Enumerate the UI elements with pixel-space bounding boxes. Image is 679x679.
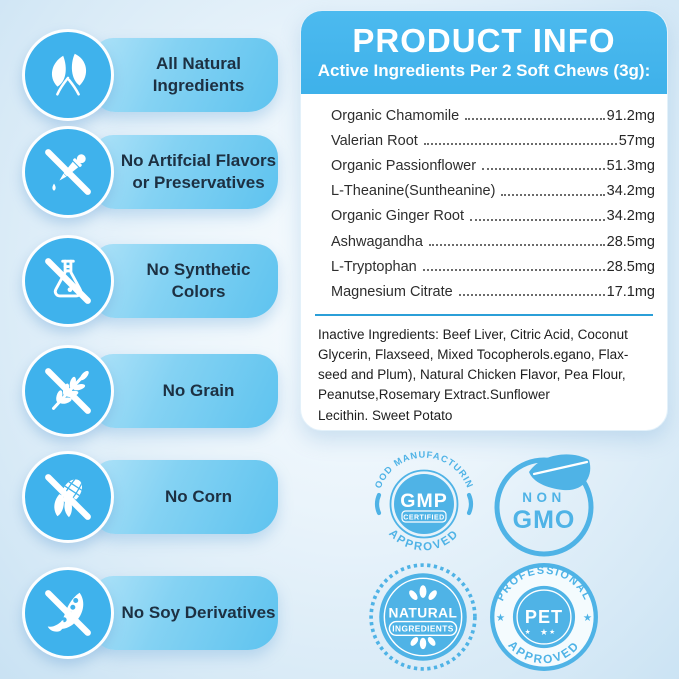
non-gmo-line1: NON [522,490,566,505]
star-icon: ★ [496,613,505,624]
ingredient-name: Ashwagandha [331,233,423,250]
feature-label-chip: No Artifcial Flavors or Preservatives [93,135,278,209]
prohibition-slash [45,368,91,414]
soy-icon [45,590,91,636]
ingredient-name: L-Tryptophan [331,258,417,275]
card-header: PRODUCT INFO Active Ingredients Per 2 So… [301,11,667,94]
leaf-cluster-top [409,585,437,600]
non-gmo-badge: NON GMO [494,454,594,557]
feature-label-chip: No Soy Derivatives [93,576,278,650]
star-icon: ★ [540,627,548,637]
gmp-center-text: GMP [400,490,447,512]
leaf-cluster-bottom [410,637,436,650]
product-info-card: PRODUCT INFO Active Ingredients Per 2 So… [300,10,668,431]
dotted-leader [469,218,605,221]
feature-circle [22,29,114,121]
feature-label: All Natural Ingredients [152,53,245,95]
wheat-icon [45,368,91,414]
ingredient-amount: 17.1mg [606,283,655,300]
prohibition-slash [45,149,91,195]
feature-circle [22,567,114,659]
ingredient-row: Magnesium Citrate 17.1mg [331,279,655,304]
pet-center-text: PET [525,607,563,627]
feature-no-corn: No Corn [0,449,300,545]
prohibition-slash [45,258,91,304]
ingredient-name: Valerian Root [331,132,418,149]
feature-circle [22,451,114,543]
ingredient-amount: 57mg [618,132,655,149]
ingredient-amount: 91.2mg [606,107,655,124]
feature-label: No Artifcial Flavors or Preservatives [120,150,277,192]
ingredient-row: Valerian Root 57mg [331,128,655,153]
feature-all-natural: All Natural Ingredients [0,27,300,123]
ingredient-row: Organic Ginger Root 34.2mg [331,204,655,229]
ingredient-row: L-Theanine(Suntheanine) 34.2mg [331,179,655,204]
star-row: ★ ★ [525,629,564,636]
prohibition-slash [45,590,91,636]
ingredient-amount: 28.5mg [606,233,655,250]
dotted-leader [458,293,605,297]
non-gmo-line2: GMO [513,506,576,534]
ingredient-name: L-Theanine(Suntheanine) [331,183,496,200]
ingredient-amount: 34.2mg [606,183,655,200]
inactive-ingredients-text: Inactive Ingredients: Beef Liver, Citric… [318,326,629,423]
feature-label-chip: All Natural Ingredients [93,38,278,112]
feature-label: No Synthetic Colors [146,259,251,301]
page-title: PRODUCT INFO [352,21,616,59]
dotted-leader [422,268,605,272]
feature-label-chip: No Corn [93,460,278,534]
feature-circle [22,126,114,218]
flask-icon [45,258,91,304]
ingredient-name: Organic Passionflower [331,157,477,174]
gmp-certified-badge: GOOD MANUFACTURING APPROVED GMP CERTIFIE… [368,448,474,554]
leaf-icon [51,53,87,96]
feature-circle [22,235,114,327]
ingredient-amount: 51.3mg [606,157,655,174]
ingredient-name: Magnesium Citrate [331,283,453,300]
dotted-leader [482,167,605,171]
gmp-certified-text: CERTIFIED [403,514,444,521]
natural-ingredients-badge: NATURAL INGREDIENTS [369,563,477,671]
pet-approved-badge: PROFESSIONAL APPROVED ★ ★ PET ★ ★ ★ [490,563,598,671]
dropper-icon [45,149,91,195]
ingredient-row: Ashwagandha 28.5mg [331,229,655,254]
natural-line1: NATURAL [389,606,458,621]
ingredient-amount: 28.5mg [606,258,655,275]
section-divider [315,313,653,316]
dotted-leader [501,193,605,196]
prohibition-slash [45,474,91,520]
ingredient-row: Organic Chamomile 91.2mg [331,103,655,128]
ingredient-amount: 34.2mg [606,208,655,225]
ingredient-name: Organic Ginger Root [331,208,464,225]
leaf-icon [529,454,591,491]
ingredient-row: Organic Passionflower 51.3mg [331,153,655,178]
feature-no-artificial: No Artifcial Flavors or Preservatives [0,124,300,220]
natural-line2: INGREDIENTS [392,624,453,634]
feature-no-synthetic-colors: No Synthetic Colors [0,233,300,329]
dotted-leader [465,117,605,121]
feature-label-chip: No Synthetic Colors [93,244,278,318]
feature-circle [22,345,114,437]
feature-label: No Grain [162,380,235,400]
feature-no-soy: No Soy Derivatives [0,565,300,661]
ingredient-list: Organic Chamomile 91.2mg Valerian Root 57m… [331,103,655,305]
star-icon: ★ [583,613,592,624]
feature-label: No Corn [164,486,233,506]
feature-label: No Soy Derivatives [121,602,276,622]
card-subtitle: Active Ingredients Per 2 Soft Chews (3g)… [317,61,651,81]
feature-label-chip: No Grain [93,354,278,428]
dotted-leader [428,243,605,247]
ingredient-name: Organic Chamomile [331,107,460,124]
ingredient-row: L-Tryptophan 28.5mg [331,254,655,279]
feature-no-grain: No Grain [0,343,300,439]
corn-icon [45,474,91,520]
dotted-leader [423,142,617,146]
